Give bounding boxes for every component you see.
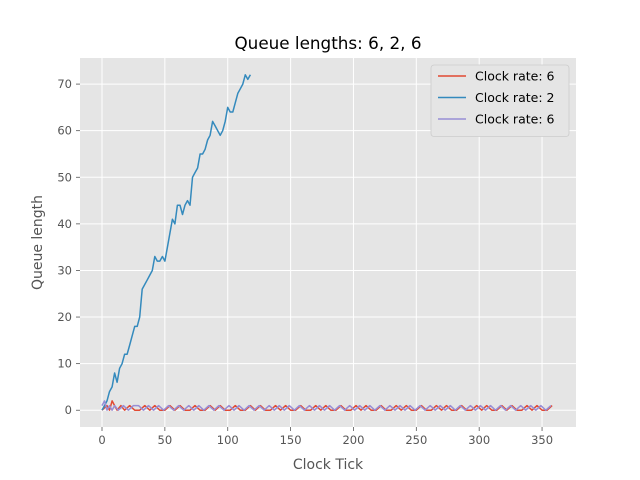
x-tick-label: 150	[280, 433, 302, 447]
x-tick-label: 300	[468, 433, 490, 447]
x-tick-label: 0	[98, 433, 105, 447]
y-tick-label: 60	[57, 124, 72, 138]
y-axis-ticks: 0 10 20 30 40 50 60 70	[57, 77, 80, 417]
x-tick-label: 200	[342, 433, 364, 447]
x-tick-label: 350	[531, 433, 553, 447]
legend-label-3: Clock rate: 6	[475, 112, 555, 127]
y-tick-label: 30	[57, 263, 72, 277]
x-axis-ticks: 0 50 100 150 200 250 300 350	[98, 427, 553, 447]
y-tick-label: 0	[65, 403, 72, 417]
legend-label-2: Clock rate: 2	[475, 90, 554, 105]
y-tick-label: 50	[57, 170, 72, 184]
y-axis-label: Queue length	[30, 195, 46, 290]
y-tick-label: 20	[57, 310, 72, 324]
series-line-1	[101, 400, 553, 411]
series-line-3	[101, 400, 552, 411]
x-axis-label: Clock Tick	[293, 457, 364, 473]
x-tick-label: 100	[217, 433, 239, 447]
y-tick-label: 70	[57, 77, 72, 91]
chart-title: Queue lengths: 6, 2, 6	[234, 33, 421, 53]
y-tick-label: 40	[57, 217, 72, 231]
legend-label-1: Clock rate: 6	[475, 69, 555, 84]
series-lines	[101, 74, 553, 411]
y-tick-label: 10	[57, 357, 72, 371]
x-tick-label: 250	[405, 433, 427, 447]
x-tick-label: 50	[158, 433, 173, 447]
legend: Clock rate: 6 Clock rate: 2 Clock rate: 6	[430, 64, 570, 137]
series-line-2	[101, 74, 252, 411]
